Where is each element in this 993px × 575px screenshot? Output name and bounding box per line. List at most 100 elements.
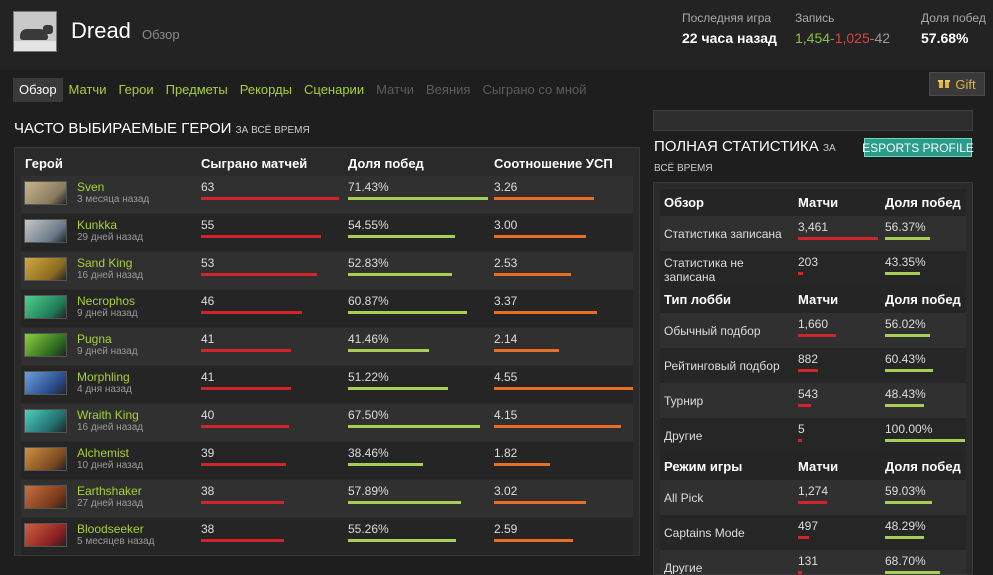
hero-row[interactable]: Sand King 16 дней назад 53 52.83% 2.53	[21, 252, 633, 289]
hero-kda-bar	[494, 349, 559, 352]
hero-last-played: 5 месяцев назад	[77, 536, 155, 547]
stats-winrate-bar	[885, 571, 940, 574]
heroes-table: Герой Сыграно матчей Доля побед Соотноше…	[14, 147, 640, 556]
stats-row-matches: 1,660	[798, 317, 829, 331]
hero-name[interactable]: Alchemist	[77, 446, 130, 460]
hero-portrait[interactable]	[24, 181, 67, 205]
hero-winrate-bar	[348, 425, 480, 428]
stats-row[interactable]: Другие 131 68.70%	[660, 550, 966, 574]
hero-portrait[interactable]	[24, 523, 67, 547]
tab-heroes[interactable]: Герои	[118, 82, 154, 97]
hero-portrait[interactable]	[24, 257, 67, 281]
hero-row[interactable]: Sven 3 месяца назад 63 71.43% 3.26	[21, 176, 633, 213]
stats-header-winrate: Доля побед	[885, 292, 961, 307]
col-kda[interactable]: Соотношение УСП	[494, 156, 613, 171]
hero-portrait[interactable]	[24, 409, 67, 433]
stats-header-matches: Матчи	[798, 195, 839, 210]
col-hero[interactable]: Герой	[25, 156, 63, 171]
esports-profile-button[interactable]: ESPORTS PROFILE	[862, 138, 974, 157]
hero-name[interactable]: Kunkka	[77, 218, 118, 232]
hero-row[interactable]: Morphling 4 дня назад 41 51.22% 4.55	[21, 366, 633, 403]
hero-row[interactable]: Necrophos 9 дней назад 46 60.87% 3.37	[21, 290, 633, 327]
tab-records[interactable]: Рекорды	[239, 82, 292, 97]
stats-header-matches: Матчи	[798, 292, 839, 307]
stats-row[interactable]: Статистика записана 3,461 56.37%	[660, 216, 966, 251]
hero-portrait[interactable]	[24, 219, 67, 243]
hero-name[interactable]: Necrophos	[77, 294, 136, 308]
stats-header-winrate: Доля побед	[885, 459, 961, 474]
hero-row[interactable]: Earthshaker 27 дней назад 38 57.89% 3.02	[21, 480, 633, 517]
hero-name[interactable]: Bloodseeker	[77, 522, 144, 536]
gift-button[interactable]: Gift	[929, 72, 985, 96]
hero-name[interactable]: Sven	[77, 180, 105, 194]
tab-played-with-me[interactable]: Сыграно со мной	[482, 82, 587, 97]
hero-portrait[interactable]	[24, 333, 67, 357]
hero-portrait[interactable]	[24, 295, 67, 319]
profile-header: Dread Обзор Последняя игра 22 часа назад…	[0, 0, 993, 70]
hero-row[interactable]: Bloodseeker 5 месяцев назад 38 55.26% 2.59	[21, 518, 633, 555]
hero-matches-bar	[201, 539, 284, 542]
stats-row-winrate: 60.43%	[885, 352, 926, 366]
hero-portrait[interactable]	[24, 447, 67, 471]
search-strip	[653, 110, 973, 131]
gift-label: Gift	[955, 76, 976, 92]
hero-row[interactable]: Alchemist 10 дней назад 39 38.46% 1.82	[21, 442, 633, 479]
stats-row[interactable]: Captains Mode 497 48.29%	[660, 515, 966, 550]
hero-row[interactable]: Kunkka 29 дней назад 55 54.55% 3.00	[21, 214, 633, 251]
hero-row[interactable]: Pugna 9 дней назад 41 41.46% 2.14	[21, 328, 633, 365]
tab-matches-disabled[interactable]: Матчи	[376, 82, 415, 97]
stats-matches-bar	[798, 237, 878, 240]
stats-row-winrate: 100.00%	[885, 422, 933, 436]
stats-row-matches: 543	[798, 387, 819, 401]
tab-matches[interactable]: Матчи	[68, 82, 107, 97]
hero-winrate: 52.83%	[348, 256, 389, 270]
stats-row-winrate: 48.43%	[885, 387, 926, 401]
tab-trends[interactable]: Веяния	[426, 82, 471, 97]
stats-matches-bar	[798, 272, 803, 275]
hero-name[interactable]: Morphling	[77, 370, 130, 384]
hero-kda-bar	[494, 197, 594, 200]
stats-row-matches: 131	[798, 554, 819, 568]
hero-name[interactable]: Earthshaker	[77, 484, 142, 498]
hero-winrate: 51.22%	[348, 370, 389, 384]
hero-row[interactable]: Wraith King 16 дней назад 40 67.50% 4.15	[21, 404, 633, 441]
profile-nav: Обзор Матчи Герои Предметы Рекорды Сцена…	[13, 78, 593, 102]
hero-matches: 46	[201, 294, 215, 308]
stats-row[interactable]: Другие 5 100.00%	[660, 418, 966, 453]
tab-scenarios[interactable]: Сценарии	[304, 82, 365, 97]
hero-winrate-bar	[348, 501, 461, 504]
stats-group-header: Режим игры Матчи Доля побед	[660, 453, 966, 480]
stats-row[interactable]: Рейтинговый подбор 882 60.43%	[660, 348, 966, 383]
hero-kda: 2.59	[494, 522, 518, 536]
stats-row[interactable]: Статистика не записана 203 43.35%	[660, 251, 966, 286]
stats-row[interactable]: All Pick 1,274 59.03%	[660, 480, 966, 515]
hero-winrate: 60.87%	[348, 294, 389, 308]
hero-name[interactable]: Wraith King	[77, 408, 139, 422]
hero-winrate: 55.26%	[348, 522, 389, 536]
hero-name[interactable]: Pugna	[77, 332, 112, 346]
hero-kda: 2.53	[494, 256, 518, 270]
tab-overview[interactable]: Обзор	[13, 78, 63, 102]
stats-row-label: Captains Mode	[664, 526, 745, 540]
hero-winrate-bar	[348, 539, 456, 542]
hero-portrait[interactable]	[24, 485, 67, 509]
record-label: Запись	[795, 11, 835, 25]
hero-name[interactable]: Sand King	[77, 256, 133, 270]
player-avatar[interactable]	[13, 11, 57, 52]
stats-matches-bar	[798, 501, 827, 504]
col-winrate[interactable]: Доля побед	[348, 156, 424, 171]
hero-kda: 3.00	[494, 218, 518, 232]
hero-kda: 1.82	[494, 446, 518, 460]
stats-title-period-2: ВСЁ ВРЕМЯ	[654, 163, 713, 174]
hero-portrait[interactable]	[24, 371, 67, 395]
stats-matches-bar	[798, 439, 802, 442]
hero-kda-bar	[494, 539, 573, 542]
tab-items[interactable]: Предметы	[165, 82, 228, 97]
hero-matches: 38	[201, 484, 215, 498]
stats-winrate-bar	[885, 334, 930, 337]
stats-row[interactable]: Турнир 543 48.43%	[660, 383, 966, 418]
col-matches[interactable]: Сыграно матчей	[201, 156, 308, 171]
stats-row-winrate: 48.29%	[885, 519, 926, 533]
stats-row[interactable]: Обычный подбор 1,660 56.02%	[660, 313, 966, 348]
stats-row-winrate: 56.37%	[885, 220, 926, 234]
